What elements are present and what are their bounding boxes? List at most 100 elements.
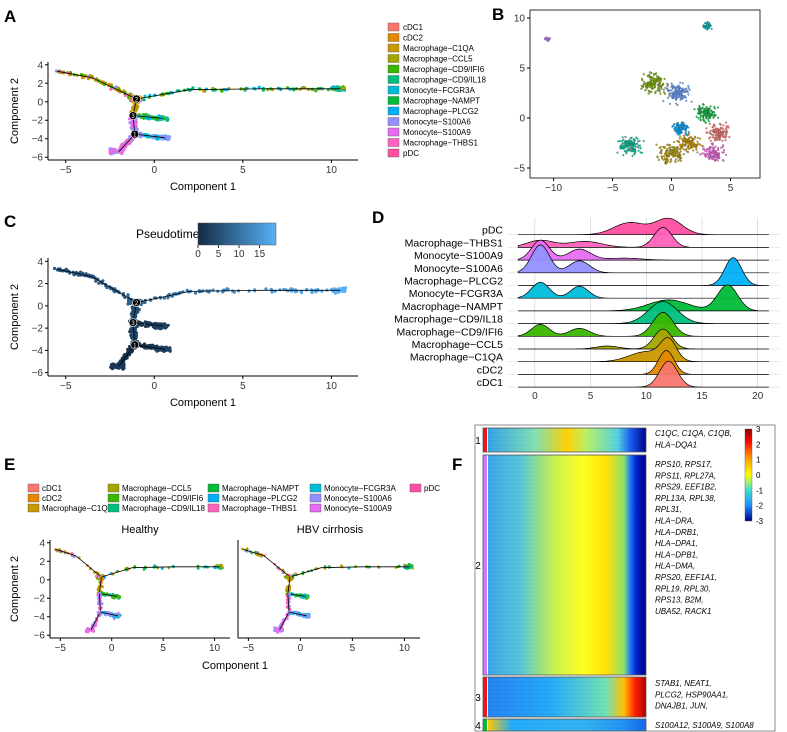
umap-point: [710, 133, 713, 136]
umap-point: [715, 129, 718, 132]
cell-point: [156, 322, 160, 326]
umap-point: [658, 81, 661, 84]
x-tick-label: −5: [60, 165, 72, 176]
umap-point: [662, 91, 665, 94]
legend-swatch: [387, 127, 400, 137]
cell-point: [158, 348, 163, 352]
umap-point: [636, 142, 639, 145]
umap-point: [624, 150, 627, 153]
cell-point: [300, 595, 304, 599]
umap-point: [725, 153, 728, 156]
umap-point: [692, 138, 695, 141]
legend-swatch: [387, 64, 400, 74]
umap-point: [724, 131, 727, 134]
umap-point: [722, 128, 725, 131]
legend-label: Macrophage−CD9/IFI6: [122, 494, 204, 503]
umap-point: [687, 139, 690, 142]
umap-point: [725, 135, 728, 138]
umap-point: [713, 107, 716, 110]
cell-point: [114, 365, 118, 369]
umap-point: [701, 114, 704, 117]
gene-label: RPS10, RPS17,: [655, 460, 712, 469]
umap-point: [720, 146, 723, 149]
umap-point: [633, 150, 636, 153]
umap-point: [681, 144, 684, 147]
umap-point: [705, 106, 708, 109]
umap-point: [650, 90, 653, 93]
trajectory-line: [132, 322, 164, 327]
y-axis-label: Component 2: [9, 78, 21, 144]
umap-point: [688, 132, 691, 135]
umap-point: [687, 144, 690, 147]
umap-point: [684, 96, 687, 99]
umap-point: [633, 153, 636, 156]
umap-point: [676, 156, 679, 159]
cell-point: [118, 595, 121, 599]
umap-point: [717, 127, 720, 130]
umap-point: [666, 83, 669, 86]
x-tick-label: −10: [545, 183, 562, 194]
cell-point: [127, 349, 131, 353]
gene-label: HLA−DMA,: [655, 562, 695, 571]
umap-point: [679, 143, 682, 146]
branch-point-label: 3: [131, 321, 135, 327]
cell-point: [86, 629, 89, 633]
cell-point: [153, 322, 157, 326]
umap-point: [661, 155, 664, 158]
cell-point: [116, 611, 120, 615]
y-tick-label: −4: [32, 134, 44, 145]
y-tick-label: 0: [37, 97, 43, 108]
cell-point: [133, 123, 137, 127]
umap-point: [690, 100, 693, 103]
umap-point: [696, 140, 699, 143]
umap-point: [715, 127, 718, 130]
cell-point: [310, 290, 314, 294]
umap-point: [544, 36, 547, 39]
umap-point: [680, 137, 683, 140]
trajectory-line: [287, 593, 290, 613]
umap-point: [704, 22, 707, 25]
umap-point: [708, 107, 711, 110]
umap-point: [624, 136, 627, 139]
umap-point: [715, 155, 718, 158]
umap-point: [641, 151, 644, 154]
cell-point: [134, 127, 138, 131]
umap-point: [622, 138, 625, 141]
umap-point: [647, 89, 650, 92]
cell-point: [225, 287, 229, 291]
umap-point: [717, 116, 720, 119]
umap-point: [651, 83, 654, 86]
umap-point: [619, 146, 622, 149]
y-tick-label: −6: [34, 631, 46, 642]
legend-label: Macrophage−PLCG2: [222, 494, 298, 503]
umap-point: [682, 148, 685, 151]
cell-point: [276, 629, 280, 632]
umap-point: [708, 111, 711, 114]
umap-point: [700, 111, 703, 114]
legend-label: Monocyte−S100A9: [403, 128, 471, 137]
cell-point: [287, 594, 291, 598]
legend-swatch: [207, 483, 220, 493]
umap-point: [674, 86, 677, 89]
cell-point: [241, 547, 244, 551]
x-tick-label: −5: [243, 643, 255, 654]
y-tick-label: 0: [39, 575, 45, 586]
umap-point: [718, 130, 721, 133]
umap-point: [724, 121, 727, 124]
umap-point: [663, 92, 666, 95]
legend-label: Macrophage−CD9/IL18: [122, 504, 205, 513]
umap-point: [676, 147, 679, 150]
y-tick-label: −2: [32, 116, 44, 127]
umap-point: [712, 134, 715, 137]
umap-point: [697, 117, 700, 120]
colorbar-tick-label: 1: [756, 456, 761, 465]
umap-point: [652, 87, 655, 90]
x-axis-label: Component 1: [202, 660, 268, 672]
cell-point: [202, 89, 206, 93]
umap-point: [700, 152, 703, 155]
umap-point: [713, 158, 716, 161]
umap-point: [684, 144, 687, 147]
umap-point: [716, 135, 719, 138]
umap-point: [660, 148, 663, 151]
